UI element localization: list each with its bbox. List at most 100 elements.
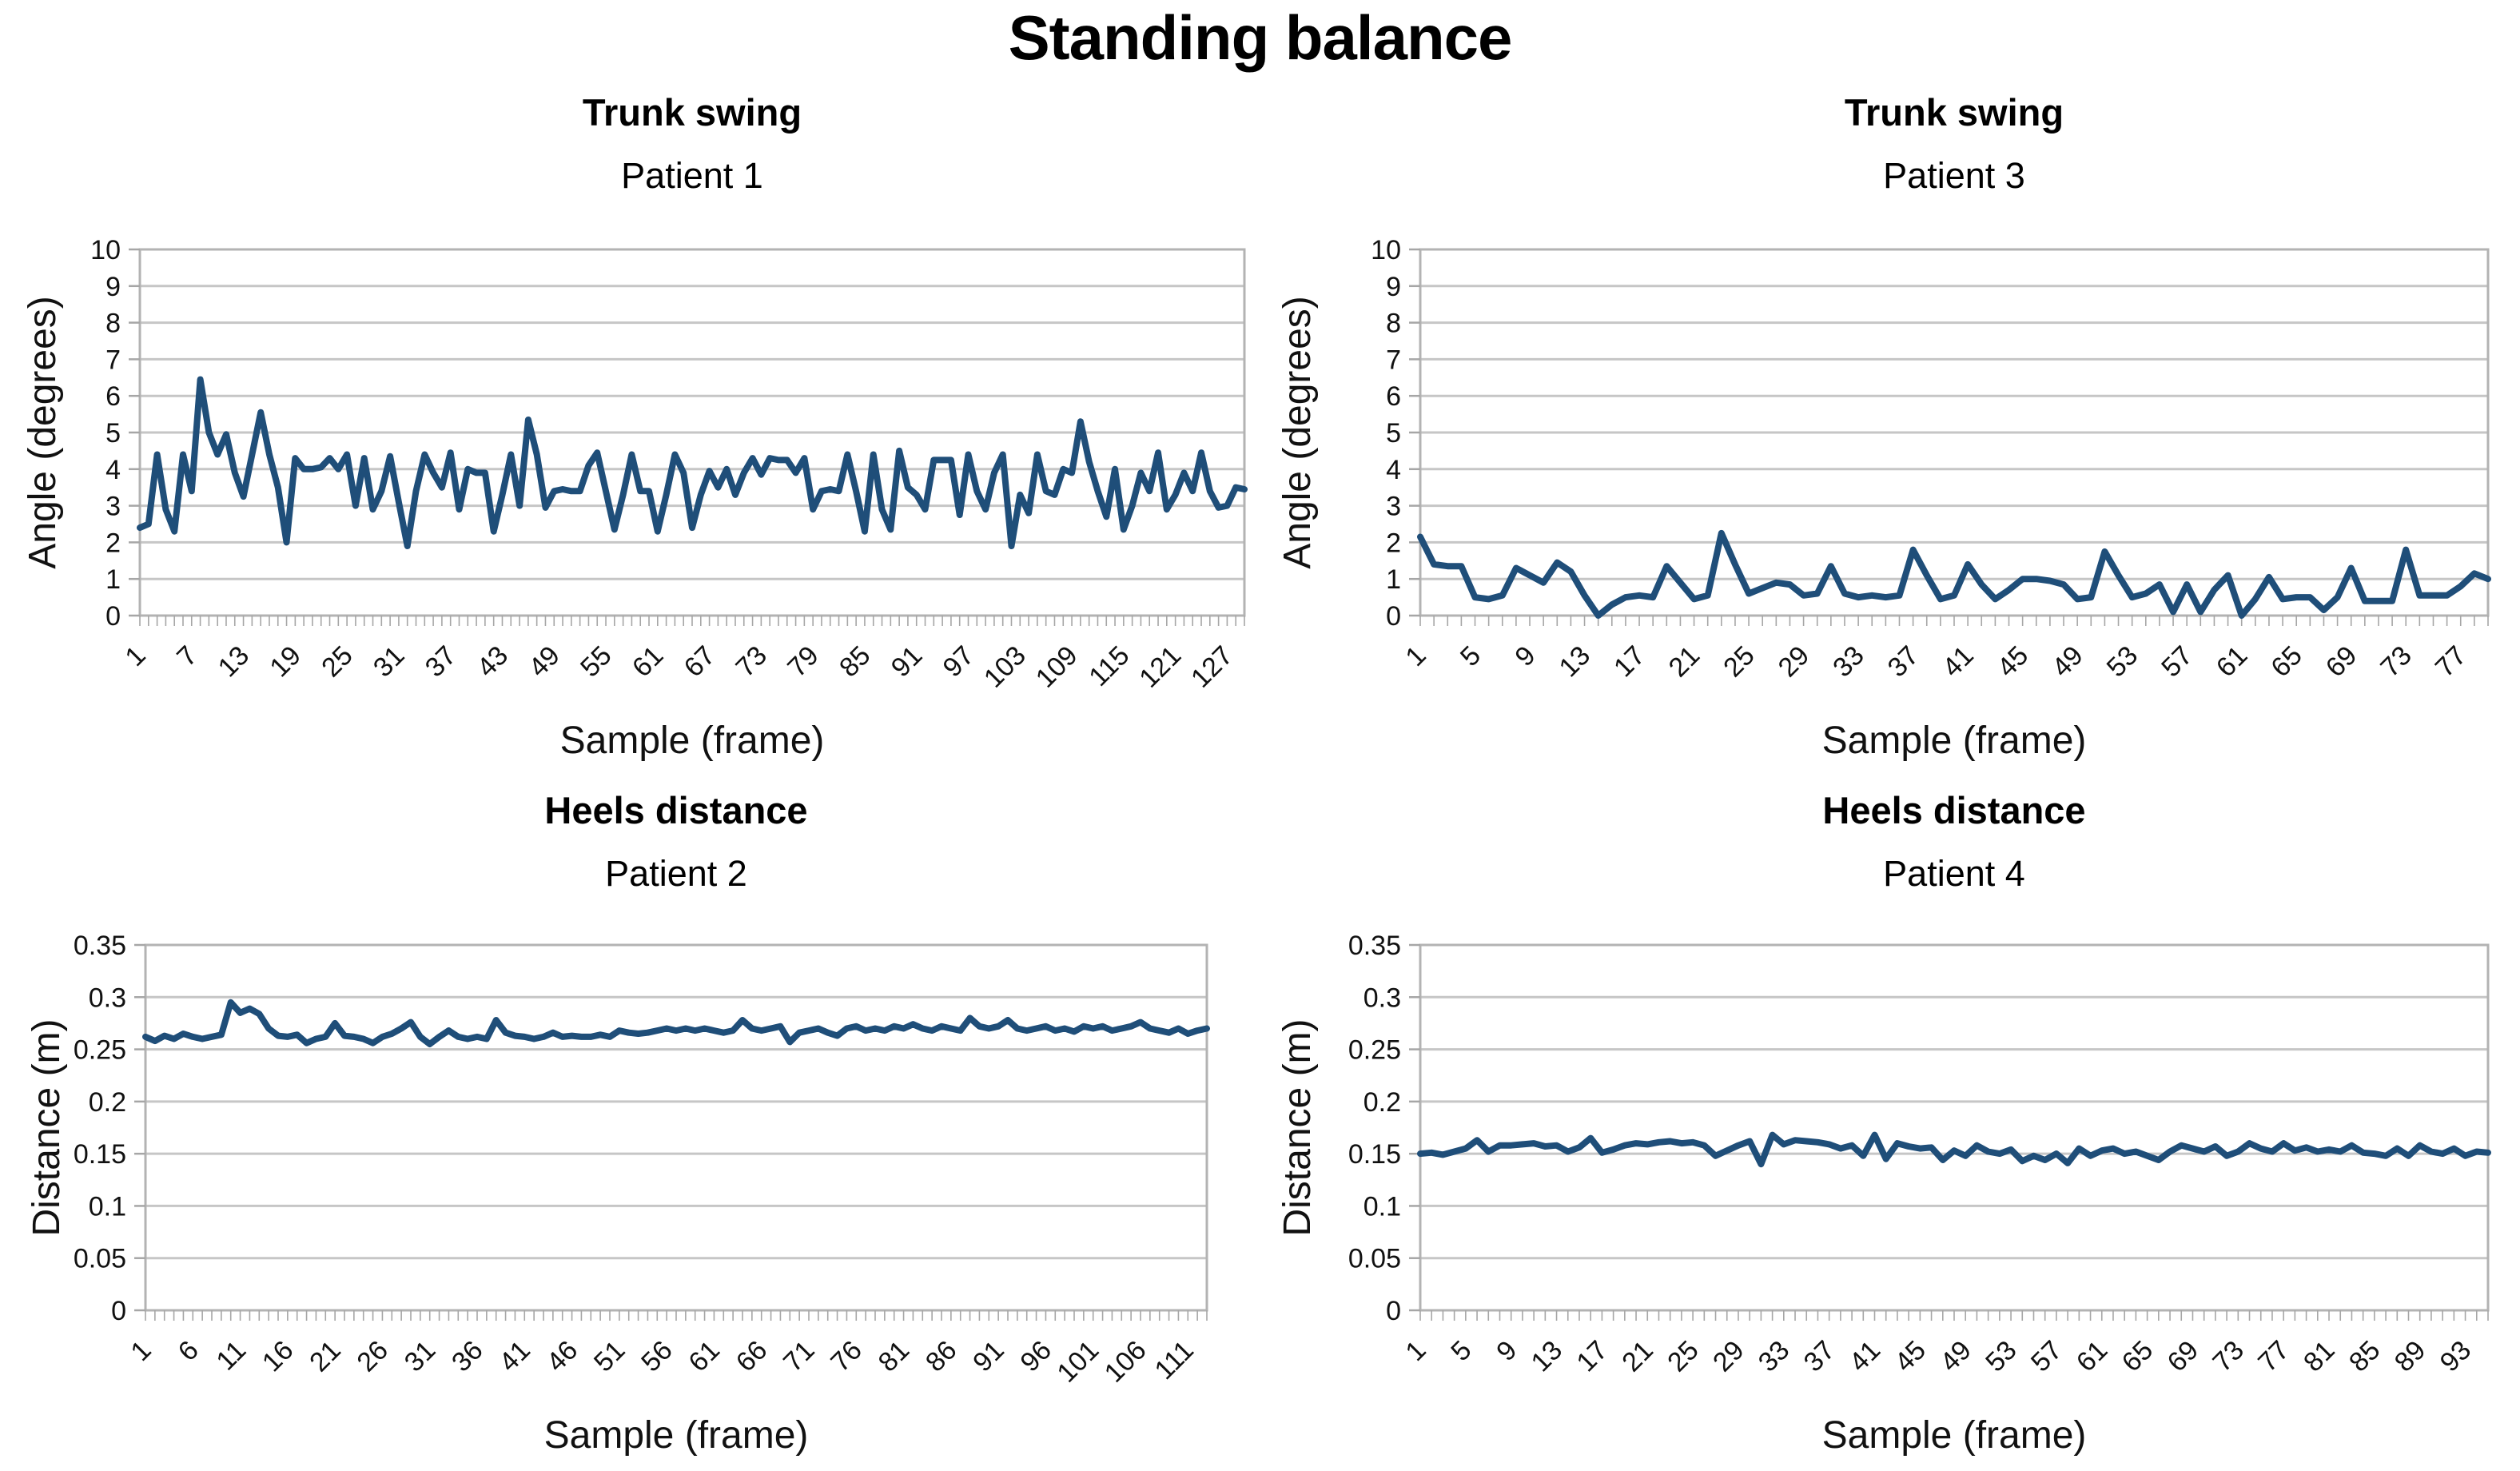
axis-labels: Angle (degrees) Sample (frame)	[1276, 296, 2086, 762]
svg-text:7: 7	[105, 345, 121, 375]
svg-text:1: 1	[1386, 564, 1401, 595]
svg-text:51: 51	[588, 1335, 631, 1378]
svg-text:33: 33	[1827, 640, 1870, 684]
svg-text:96: 96	[1014, 1335, 1057, 1378]
svg-text:85: 85	[834, 640, 877, 684]
svg-text:0.35: 0.35	[74, 931, 126, 961]
svg-text:3: 3	[105, 491, 121, 521]
svg-text:91: 91	[886, 640, 929, 684]
svg-text:61: 61	[2071, 1335, 2114, 1378]
svg-text:10: 10	[1371, 235, 1401, 265]
svg-text:115: 115	[1083, 640, 1135, 692]
svg-text:17: 17	[1571, 1335, 1614, 1378]
svg-text:17: 17	[1608, 640, 1651, 684]
svg-text:71: 71	[778, 1335, 821, 1378]
axis-ticks	[134, 943, 1208, 1321]
svg-text:57: 57	[2156, 640, 2199, 684]
svg-text:0: 0	[1386, 1296, 1401, 1326]
svg-text:1: 1	[1399, 1335, 1431, 1367]
svg-text:9: 9	[1509, 640, 1541, 672]
chart-heels-distance-patient-4: Heels distance Patient 4 0 0.05 0.1 0.15 0.2…	[1275, 787, 2520, 1463]
svg-text:43: 43	[472, 640, 515, 684]
line-plot-patient-4: 00.050.10.150.20.250.30.351 5 9 13 17 21 25 29 3…	[1276, 931, 2491, 1457]
y-axis-label: Distance (m)	[1276, 1019, 1319, 1236]
gridlines	[1419, 248, 2490, 617]
svg-text:127: 127	[1185, 640, 1239, 694]
chart-subtitle: Patient 4	[1883, 852, 2025, 894]
svg-text:21: 21	[304, 1335, 347, 1378]
gridlines	[1419, 943, 2490, 1312]
line-plot-patient-2: 00.050.10.150.20.250.30.351 6 11 16 21 26 31 36…	[26, 931, 1210, 1457]
svg-text:66: 66	[731, 1335, 774, 1378]
svg-text:77: 77	[2430, 640, 2473, 684]
svg-text:1: 1	[105, 564, 121, 595]
svg-text:25: 25	[316, 640, 359, 684]
axis-ticks	[1409, 943, 2489, 1321]
svg-text:37: 37	[1882, 640, 1925, 684]
series-line	[137, 376, 1248, 549]
svg-text:65: 65	[2265, 640, 2308, 684]
svg-text:61: 61	[683, 1335, 726, 1378]
series-line	[142, 999, 1210, 1047]
svg-text:1: 1	[119, 640, 151, 672]
x-axis-label: Sample (frame)	[1822, 1414, 2087, 1457]
svg-text:13: 13	[1526, 1335, 1569, 1378]
svg-text:0.3: 0.3	[1364, 983, 1401, 1013]
svg-text:2: 2	[1386, 528, 1401, 558]
svg-text:0.25: 0.25	[74, 1034, 126, 1065]
svg-text:89: 89	[2389, 1335, 2432, 1378]
svg-text:7: 7	[171, 640, 203, 672]
tick-labels: 00.050.10.150.20.250.30.351 6 11 16 21 26 31 36…	[74, 931, 1200, 1389]
svg-text:45: 45	[1992, 640, 2035, 684]
svg-text:53: 53	[2101, 640, 2144, 684]
svg-text:0: 0	[105, 601, 121, 632]
y-axis-label: Angle (degrees)	[1276, 296, 1319, 569]
chart-subtitle: Patient 2	[605, 852, 747, 894]
axis-labels: Distance (m) Sample (frame)	[1276, 1019, 2086, 1457]
svg-text:7: 7	[1386, 345, 1401, 375]
chart-trunk-swing-patient-1: Trunk swing Patient 1 0 1 2 3 4 5 6 7 8 9 10 1 7 13 19…	[20, 90, 1263, 765]
svg-text:69: 69	[2162, 1335, 2205, 1378]
svg-text:1: 1	[125, 1335, 157, 1367]
svg-text:101: 101	[1051, 1335, 1105, 1389]
chart-subtitle: Patient 1	[621, 154, 763, 196]
svg-text:86: 86	[920, 1335, 963, 1378]
svg-text:55: 55	[575, 640, 618, 684]
svg-text:49: 49	[523, 640, 566, 684]
chart-trunk-swing-patient-3: Trunk swing Patient 3 0 1 2 3 4 5 6 7 8 9 10 1 5 9 13 1…	[1275, 90, 2520, 765]
svg-text:0: 0	[1386, 601, 1401, 632]
svg-text:8: 8	[105, 308, 121, 338]
axis-labels: Distance (m) Sample (frame)	[26, 1019, 808, 1457]
svg-text:67: 67	[679, 640, 722, 684]
svg-text:10: 10	[90, 235, 121, 265]
svg-text:0.05: 0.05	[1348, 1243, 1401, 1274]
svg-text:37: 37	[420, 640, 463, 684]
svg-text:36: 36	[446, 1335, 489, 1378]
svg-text:13: 13	[1554, 640, 1597, 684]
svg-text:19: 19	[264, 640, 307, 684]
svg-text:6: 6	[1386, 381, 1401, 412]
x-axis-label: Sample (frame)	[544, 1414, 809, 1457]
series-line	[1417, 1131, 2491, 1167]
svg-text:0.2: 0.2	[89, 1087, 126, 1118]
svg-text:69: 69	[2320, 640, 2363, 684]
svg-text:0: 0	[111, 1296, 126, 1326]
svg-text:0.15: 0.15	[74, 1139, 126, 1170]
svg-text:4: 4	[1386, 455, 1401, 485]
svg-text:5: 5	[1386, 418, 1401, 448]
y-axis-label: Distance (m)	[26, 1019, 68, 1236]
svg-text:1: 1	[1399, 640, 1431, 672]
svg-text:61: 61	[2211, 640, 2254, 684]
svg-text:16: 16	[257, 1335, 300, 1378]
svg-text:29: 29	[1707, 1335, 1750, 1378]
svg-text:29: 29	[1773, 640, 1816, 684]
svg-text:103: 103	[978, 640, 1032, 694]
axis-ticks	[129, 248, 1245, 626]
svg-text:111: 111	[1149, 1335, 1200, 1385]
svg-text:93: 93	[2434, 1335, 2478, 1378]
svg-text:3: 3	[1386, 491, 1401, 521]
svg-text:53: 53	[1980, 1335, 2023, 1378]
svg-text:77: 77	[2252, 1335, 2295, 1378]
